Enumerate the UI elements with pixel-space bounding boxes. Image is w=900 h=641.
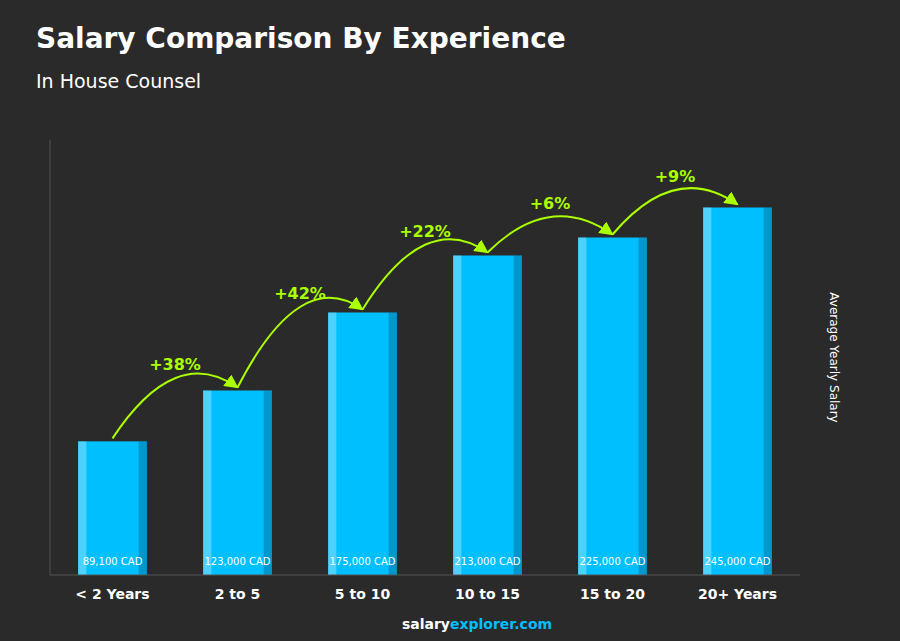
value-label: 123,000 CAD	[204, 556, 270, 567]
x-tick-label: 10 to 15	[455, 586, 520, 602]
change-arrow	[613, 188, 738, 234]
bar-shadow	[264, 391, 272, 576]
bar-shadow	[514, 256, 522, 576]
bar-highlight	[328, 313, 336, 576]
y-axis-label: Average Yearly Salary	[827, 292, 841, 422]
bar-shadow	[639, 238, 647, 576]
value-label: 213,000 CAD	[454, 556, 520, 567]
bar-shadow	[139, 441, 147, 575]
x-tick-label: 2 to 5	[215, 586, 261, 602]
change-label: +42%	[274, 284, 326, 303]
bar	[203, 391, 272, 576]
change-arrow	[113, 374, 238, 439]
bar-highlight	[203, 391, 211, 576]
x-axis-line	[50, 575, 800, 576]
subtitle: In House Counsel	[36, 70, 201, 92]
y-axis-line	[50, 140, 51, 575]
value-label: 89,100 CAD	[83, 556, 143, 567]
value-label: 175,000 CAD	[329, 556, 395, 567]
chart-container: Salary Comparison By Experience In House …	[0, 0, 900, 641]
footer: salary	[402, 616, 450, 632]
x-tick-label: 20+ Years	[698, 586, 777, 602]
title: Salary Comparison By Experience	[36, 22, 566, 55]
bar-highlight	[578, 238, 586, 576]
footer: explorer.com	[450, 616, 552, 632]
bar	[328, 313, 397, 576]
bar-highlight	[78, 441, 86, 575]
bar	[578, 238, 647, 576]
change-label: +38%	[149, 355, 201, 374]
change-label: +22%	[399, 222, 451, 241]
change-arrow	[488, 216, 613, 252]
chart: Salary Comparison By Experience In House …	[0, 0, 900, 641]
value-label: 225,000 CAD	[579, 556, 645, 567]
bar-shadow	[389, 313, 397, 576]
bar	[703, 208, 772, 576]
bar	[453, 256, 522, 576]
bar-shadow	[764, 208, 772, 576]
change-label: +6%	[530, 194, 571, 213]
bar-highlight	[453, 256, 461, 576]
bar	[78, 441, 147, 575]
change-arrow	[363, 239, 488, 309]
x-tick-label: 15 to 20	[580, 586, 645, 602]
value-label: 245,000 CAD	[704, 556, 770, 567]
bars	[78, 208, 772, 576]
background	[0, 0, 900, 641]
bar-highlight	[703, 208, 711, 576]
x-tick-label: < 2 Years	[75, 586, 149, 602]
change-arrow	[238, 298, 363, 388]
change-label: +9%	[655, 167, 696, 186]
x-tick-label: 5 to 10	[335, 586, 391, 602]
